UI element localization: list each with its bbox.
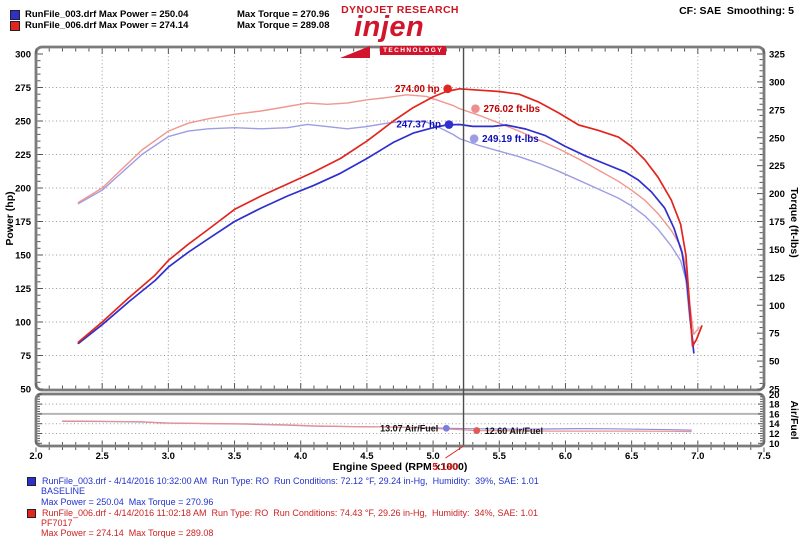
- rpm-tick-label: 6.0: [559, 451, 572, 462]
- torque-axis-title: Torque (ft-lbs): [788, 187, 800, 257]
- torque-tick-label: 225: [769, 161, 786, 172]
- airfuel-tick-label: 18: [769, 400, 780, 411]
- torque-tick-label: 25: [769, 385, 780, 396]
- power-tick-label: 125: [15, 284, 32, 295]
- marker-dot: [469, 134, 479, 143]
- rpm-tick-label: 7.5: [757, 451, 771, 462]
- rpm-tick-label: 6.5: [625, 451, 639, 462]
- rpm-tick-label: 3.0: [162, 451, 175, 462]
- marker-dot: [473, 427, 481, 434]
- power-tick-label: 250: [15, 117, 31, 128]
- runfile-006-power-curve: [77, 87, 703, 347]
- power-axis-title: Power (hp): [4, 191, 16, 245]
- rpm-tick-label: 4.5: [360, 451, 374, 462]
- marker-dot: [442, 424, 450, 432]
- run2-max-torque-label: Max Torque = 289.08: [237, 20, 330, 31]
- runfile-006-torque-curve: [77, 94, 700, 335]
- power-tick-label: 300: [15, 50, 31, 61]
- power-tick-label: 200: [15, 184, 31, 195]
- run1-file-power-label: RunFile_003.drf Max Power = 250.04: [25, 9, 189, 20]
- rpm-tick-label: 5.5: [493, 451, 507, 462]
- injen-wordmark: injen: [354, 11, 425, 43]
- torque-tick-label: 75: [769, 329, 780, 340]
- annotation-label: 12.60 Air/Fuel: [485, 426, 543, 436]
- injen-triangle-icon: [340, 46, 371, 58]
- torque-tick-label: 325: [769, 50, 786, 61]
- run2-info-line: RunFile_006.drf - 4/14/2016 11:02:18 AM …: [42, 507, 539, 518]
- cursor-rpm-readout: 5.190: [432, 461, 458, 473]
- power-tick-label: 225: [15, 150, 32, 161]
- dynojet-research-label: DYNOJET RESEARCH: [341, 4, 459, 16]
- run1-max-torque-label: Max Torque = 270.96: [237, 9, 330, 20]
- run-details-footer: RunFile_003.drf - 4/14/2016 10:32:00 AM …: [27, 476, 539, 539]
- run2-max-values: Max Power = 274.14 Max Torque = 289.08: [41, 528, 214, 539]
- marker-dot: [443, 84, 452, 94]
- airfuel-tick-label: 20: [769, 390, 780, 401]
- rpm-tick-label: 4.0: [294, 451, 307, 462]
- marker-dot: [471, 104, 480, 113]
- marker-dot: [444, 120, 454, 129]
- run1-max-values: Max Power = 250.04 Max Torque = 270.96: [41, 496, 214, 507]
- run1-details: RunFile_003.drf - 4/14/2016 10:32:00 AM …: [27, 476, 539, 507]
- annotation-label: 249.19 ft-lbs: [482, 134, 539, 145]
- torque-tick-label: 275: [769, 105, 786, 116]
- torque-tick-label: 200: [769, 189, 785, 200]
- airfuel-tick-label: 12: [769, 429, 780, 440]
- annotation-label: 13.07 Air/Fuel: [380, 423, 438, 433]
- run1-info-line: RunFile_003.drf - 4/14/2016 10:32:00 AM …: [42, 476, 539, 486]
- torque-tick-label: 175: [769, 217, 786, 228]
- torque-tick-label: 300: [769, 77, 785, 88]
- brand-header: DYNOJET RESEARCH injen TECHNOLOGY: [0, 4, 800, 58]
- power-tick-label: 75: [20, 351, 31, 362]
- power-tick-label: 100: [15, 318, 31, 329]
- run1-color-swatch: [27, 476, 36, 486]
- rpm-tick-label: 2.0: [29, 451, 42, 462]
- correction-smoothing-label: CF: SAE Smoothing: 5: [679, 5, 794, 17]
- injen-technology-label: TECHNOLOGY: [380, 46, 446, 55]
- run2-label: PF7017: [41, 518, 73, 529]
- airfuel-tick-label: 14: [769, 419, 780, 430]
- airfuel-plot-frame: [34, 392, 766, 448]
- airfuel-tick-label: 16: [769, 409, 780, 420]
- top-legend-run2: RunFile_006.drf Max Power = 274.14 Max T…: [10, 20, 330, 31]
- airfuel-tick-label: 10: [769, 439, 780, 450]
- rpm-tick-label: 3.5: [228, 451, 242, 462]
- torque-tick-label: 100: [769, 301, 785, 312]
- power-tick-label: 50: [20, 385, 31, 396]
- run2-file-power-label: RunFile_006.drf Max Power = 274.14: [25, 20, 189, 31]
- rpm-tick-label: 5.0: [426, 451, 439, 462]
- run1-color-swatch: [10, 9, 20, 20]
- annotation-label: 274.00 hp: [395, 84, 440, 95]
- injen-logo: injen TECHNOLOGY: [340, 11, 446, 58]
- rpm-tick-label: 7.0: [691, 451, 704, 462]
- power-tick-label: 150: [15, 251, 31, 262]
- x-axis-title: Engine Speed (RPM x1000): [333, 461, 468, 473]
- runfile-003-torque-curve: [77, 120, 695, 347]
- torque-tick-label: 50: [769, 357, 780, 368]
- torque-tick-label: 150: [769, 245, 785, 256]
- annotation-label: 276.02 ft-lbs: [483, 104, 540, 115]
- power-tick-label: 175: [15, 217, 32, 228]
- airfuel-axis-title: Air/Fuel: [788, 400, 800, 439]
- top-legend-run1: RunFile_003.drf Max Power = 250.04 Max T…: [10, 9, 330, 20]
- run1-label: BASELINE: [41, 486, 86, 497]
- run2-color-swatch: [10, 20, 20, 31]
- rpm-tick-label: 2.5: [96, 451, 110, 462]
- annotation-label: 247.37 hp: [396, 120, 441, 131]
- torque-tick-label: 250: [769, 133, 785, 144]
- torque-tick-label: 125: [769, 273, 786, 284]
- cursor-pointer-line: [445, 445, 464, 459]
- run2-color-swatch: [27, 508, 36, 518]
- runfile-003-power-curve: [77, 123, 695, 354]
- power-tick-label: 275: [15, 83, 32, 94]
- run2-details: RunFile_006.drf - 4/14/2016 11:02:18 AM …: [27, 508, 539, 539]
- runfile-006-airfuel-curve: [61, 420, 692, 433]
- top-legend: RunFile_003.drf Max Power = 250.04 Max T…: [10, 9, 330, 31]
- main-plot-frame: [34, 45, 766, 392]
